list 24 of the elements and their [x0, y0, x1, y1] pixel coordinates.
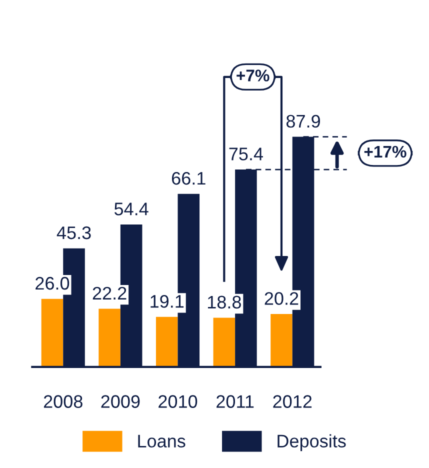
x-tick-label: 2011: [216, 395, 254, 408]
data-label: 20.2: [264, 292, 298, 305]
data-label: 18.8: [208, 296, 241, 309]
x-tick-label: 2008: [44, 395, 82, 408]
bar: [213, 318, 236, 367]
data-label: 66.1: [172, 172, 206, 185]
legend-label: Deposits: [278, 434, 346, 452]
data-label: 75.4: [229, 148, 263, 160]
bar: [98, 308, 120, 367]
x-tick-label: 2012: [273, 395, 312, 408]
data-label: 54.4: [114, 202, 148, 216]
data-label: 26.0: [36, 276, 70, 290]
data-label: 87.9: [286, 114, 320, 128]
x-tick-label: 2009: [101, 395, 140, 408]
text: +17%: [364, 146, 406, 158]
legend-label: Loans: [138, 434, 186, 448]
text: +7%: [236, 70, 270, 82]
bar: [156, 316, 178, 367]
data-label: 19.1: [150, 294, 184, 308]
bar: [270, 314, 292, 367]
bar: [41, 298, 64, 367]
x-tick-label: 2010: [158, 395, 198, 408]
data-label: 22.2: [92, 286, 126, 300]
data-label: 45.3: [56, 226, 91, 240]
